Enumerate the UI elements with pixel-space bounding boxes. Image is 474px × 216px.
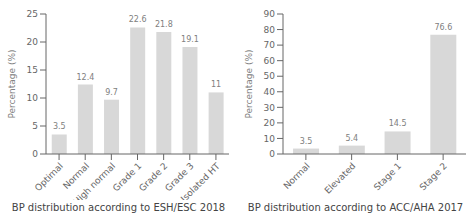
- svg-text:22.6: 22.6: [129, 15, 147, 24]
- svg-text:3.5: 3.5: [300, 137, 313, 146]
- svg-text:Optimal: Optimal: [33, 161, 65, 193]
- svg-text:30: 30: [264, 103, 276, 113]
- svg-text:76.6: 76.6: [434, 23, 452, 32]
- svg-text:20: 20: [264, 118, 276, 128]
- svg-text:19.1: 19.1: [181, 35, 199, 44]
- svg-text:Normal: Normal: [282, 161, 312, 191]
- svg-text:Percentage (%): Percentage (%): [244, 49, 254, 118]
- svg-text:9.7: 9.7: [105, 88, 118, 97]
- svg-text:15: 15: [27, 65, 38, 75]
- svg-text:Percentage (%): Percentage (%): [8, 49, 17, 118]
- svg-text:40: 40: [264, 87, 276, 97]
- svg-text:0: 0: [32, 149, 38, 159]
- svg-text:Grade 3: Grade 3: [163, 160, 196, 194]
- html-text:BP distribution according to E: BP distribution according to ESH/ESC 201…: [11, 202, 226, 213]
- svg-text:20: 20: [27, 37, 39, 47]
- svg-text:Stage 1: Stage 1: [372, 161, 404, 193]
- svg-text:3.5: 3.5: [53, 122, 66, 131]
- svg-text:80: 80: [264, 25, 276, 35]
- svg-text:Stage 2: Stage 2: [418, 161, 450, 193]
- svg-text:50: 50: [264, 71, 276, 81]
- svg-text:10: 10: [264, 134, 276, 144]
- svg-text:0: 0: [269, 149, 275, 159]
- svg-text:10: 10: [27, 93, 39, 103]
- svg-text:21.8: 21.8: [155, 20, 173, 29]
- svg-text:12.4: 12.4: [76, 73, 94, 82]
- svg-text:25: 25: [27, 9, 38, 19]
- svg-text:70: 70: [264, 40, 276, 50]
- html-text:BP distribution according to A: BP distribution according to ACC/AHA 201…: [247, 202, 464, 213]
- svg-text:90: 90: [264, 9, 276, 19]
- svg-text:Grade 1: Grade 1: [110, 160, 144, 194]
- svg-text:High normal: High normal: [71, 161, 117, 200]
- svg-text:Grade 2: Grade 2: [137, 160, 170, 194]
- svg-text:14.5: 14.5: [389, 119, 407, 128]
- svg-text:Elevated: Elevated: [323, 161, 358, 196]
- svg-text:11: 11: [211, 80, 221, 89]
- svg-text:60: 60: [264, 56, 276, 66]
- svg-text:5.4: 5.4: [345, 134, 358, 143]
- svg-text:Isolated HT: Isolated HT: [179, 161, 222, 200]
- svg-text:5: 5: [32, 121, 38, 131]
